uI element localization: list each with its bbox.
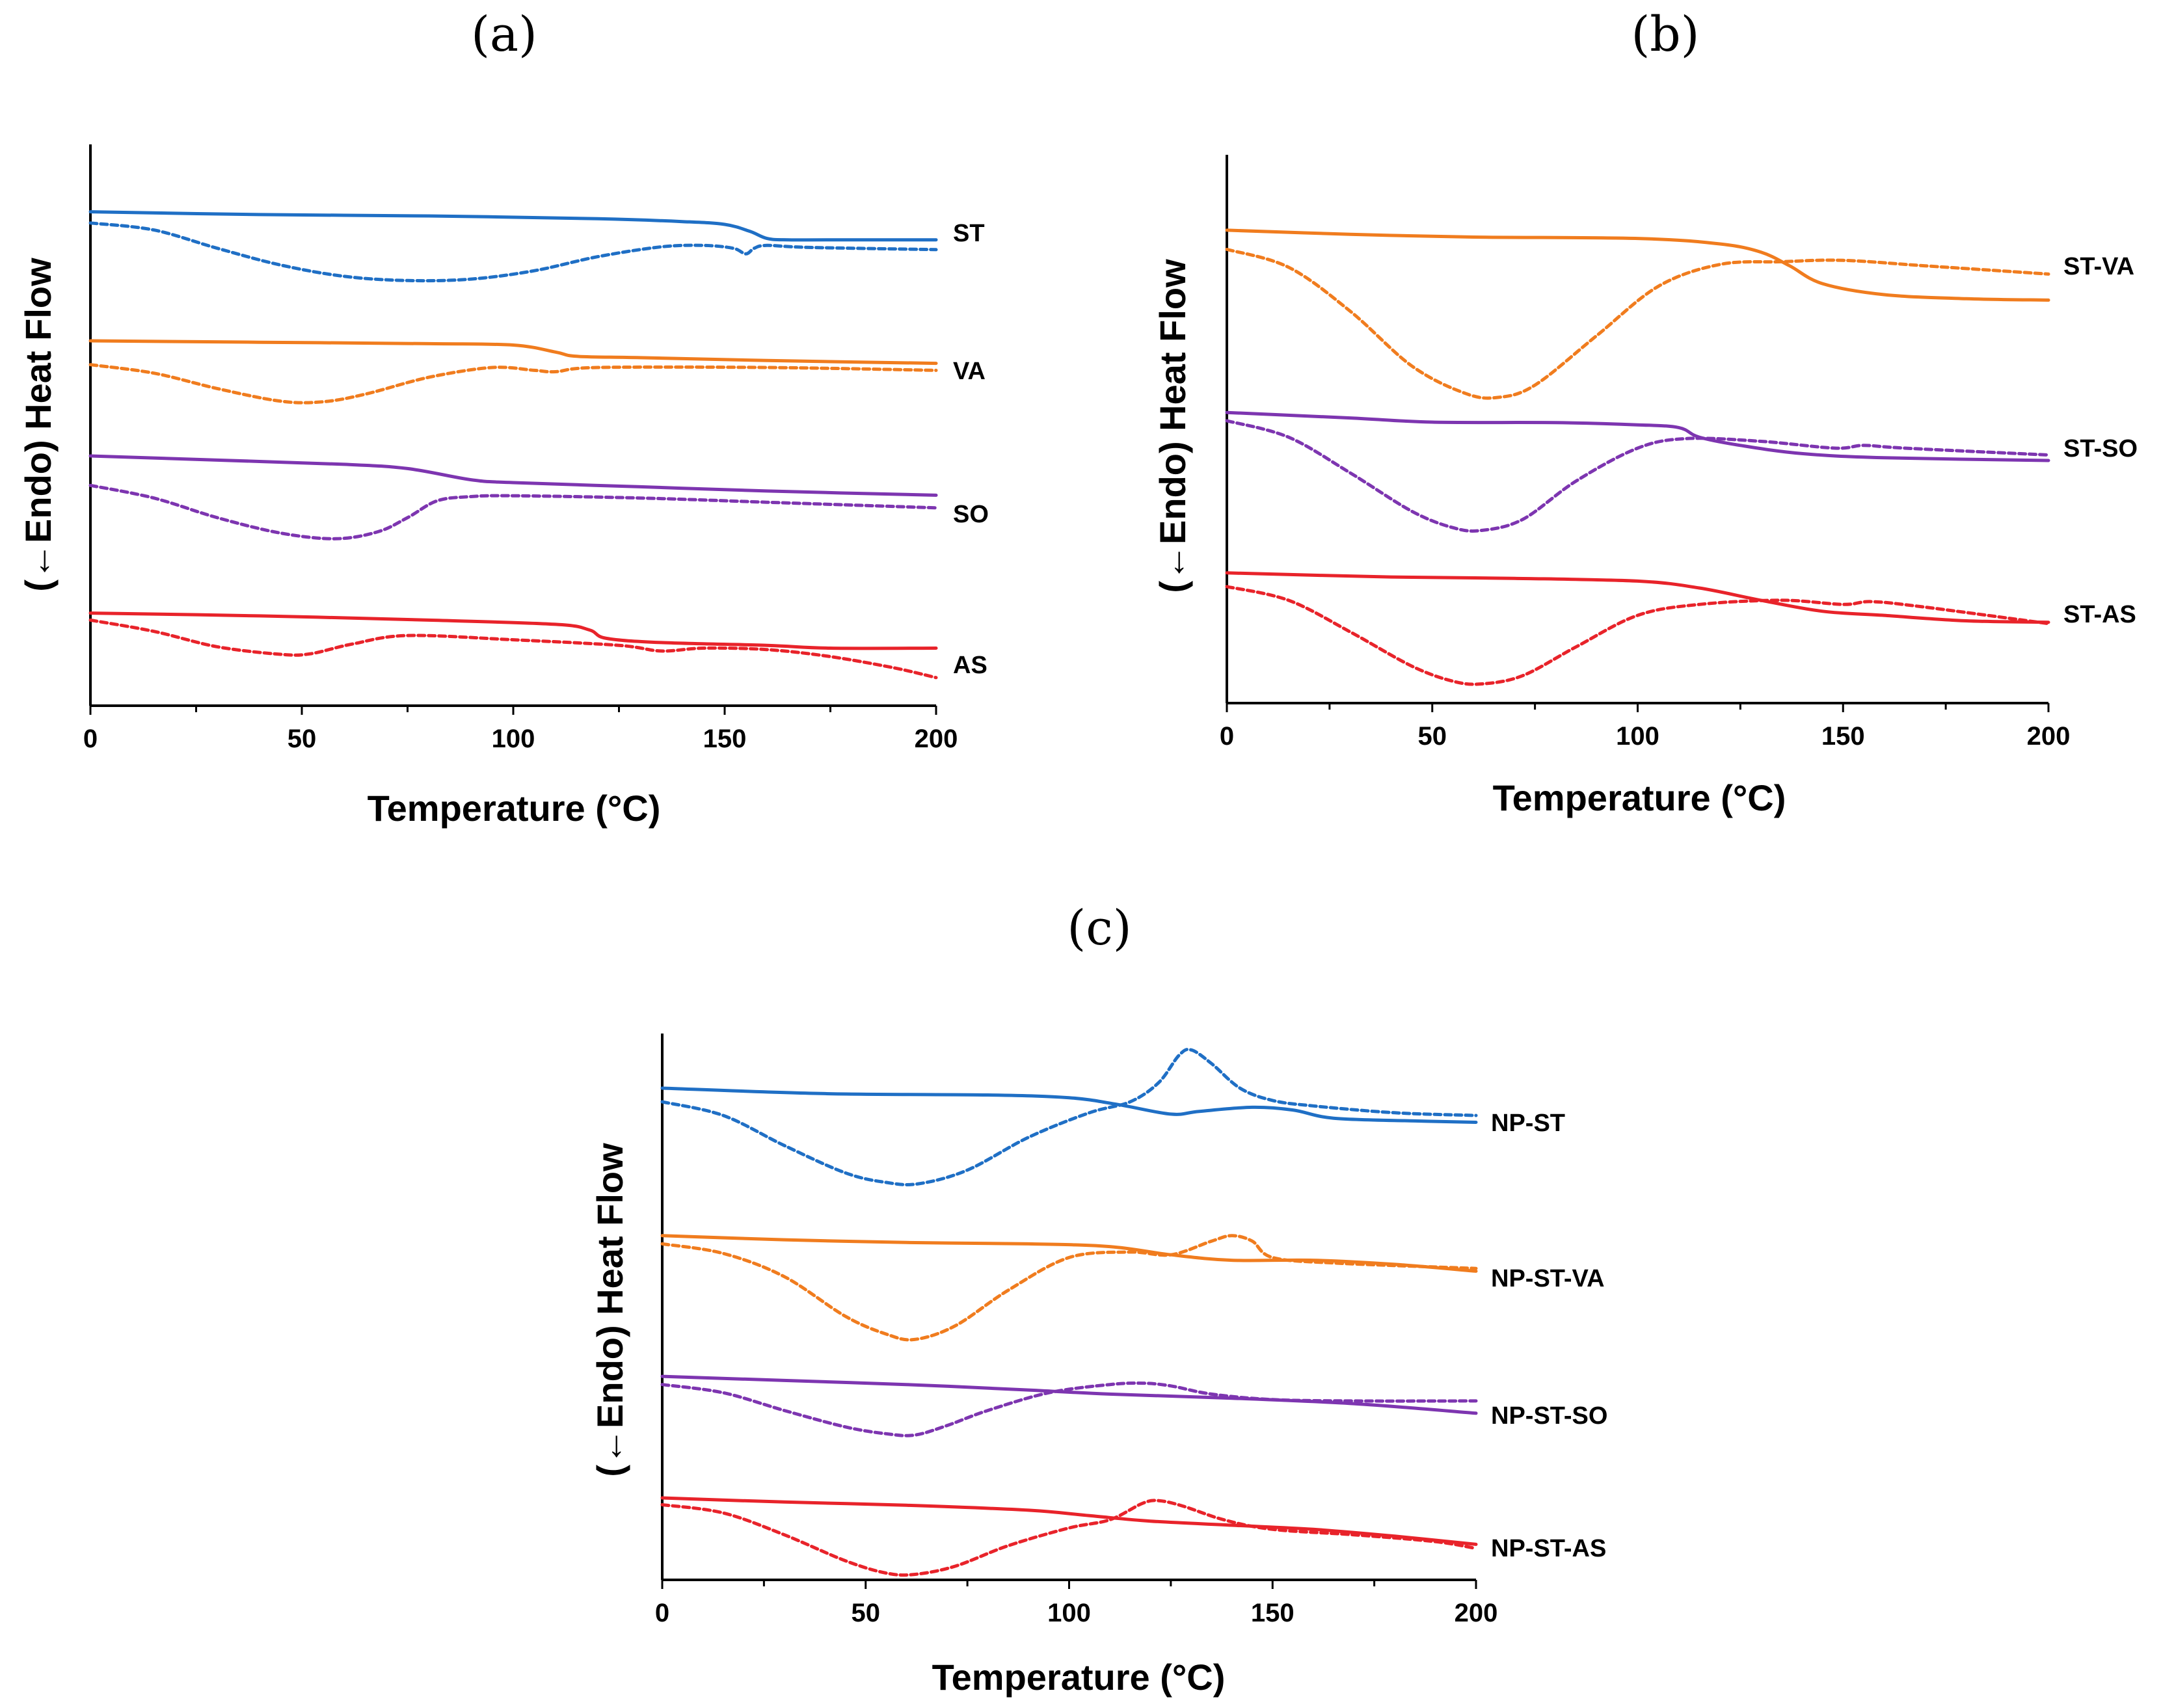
y-axis-title-a: (←Endo) Heat Flow <box>18 258 59 592</box>
x-ticks-b <box>1226 703 2050 712</box>
x-tick-label: 0 <box>1220 722 1234 751</box>
curve-st-as-solid <box>1225 571 2050 624</box>
curves-b <box>1225 228 2050 686</box>
curve-st-solid <box>88 210 938 242</box>
x-tick-label: 50 <box>1418 722 1447 751</box>
curve-as-solid <box>88 611 938 650</box>
series-labels-b: ST-VA ST-SO ST-AS <box>2063 253 2138 628</box>
panel-a-label: (a) <box>471 7 537 62</box>
curves-c <box>660 1047 1478 1577</box>
series-label-st-va: ST-VA <box>2063 253 2134 280</box>
curve-np-st-as-solid <box>660 1496 1478 1546</box>
series-label-np-st-as: NP-ST-AS <box>1491 1535 1606 1562</box>
x-tick-label: 50 <box>288 725 317 753</box>
x-tick-label: 200 <box>2027 722 2071 751</box>
x-axis-title-c: Temperature (°C) <box>932 1657 1226 1698</box>
curve-np-st-solid <box>660 1086 1478 1124</box>
x-tick-label: 0 <box>83 725 98 753</box>
curve-st-so-dashed <box>1225 419 2050 533</box>
panel-c-label: (c) <box>1067 900 1131 956</box>
panel-c: (c) 0 50 100 150 200 NP-ST NP-ST-VA NP-S… <box>589 900 1607 1698</box>
curve-np-st-va-dashed <box>660 1234 1478 1342</box>
curve-st-as-dashed <box>1225 585 2050 686</box>
curve-np-st-so-dashed <box>660 1381 1478 1437</box>
series-label-np-st-va: NP-ST-VA <box>1491 1265 1605 1292</box>
series-label-as: AS <box>953 652 987 679</box>
x-axis-title-b: Temperature (°C) <box>1493 777 1786 818</box>
curve-np-st-as-dashed <box>660 1499 1478 1577</box>
curve-st-va-solid <box>1225 228 2050 302</box>
x-tick-label: 50 <box>852 1599 881 1627</box>
curve-as-dashed <box>88 618 938 680</box>
panel-b: (b) 0 50 100 150 200 ST-VA ST-SO ST-AS T… <box>1152 7 2138 818</box>
series-labels-c: NP-ST NP-ST-VA NP-ST-SO NP-ST-AS <box>1491 1110 1607 1562</box>
x-ticks-c <box>661 1580 1477 1589</box>
series-label-va: VA <box>953 358 986 385</box>
plot-area-b: 0 50 100 150 200 ST-VA ST-SO ST-AS <box>1220 155 2138 751</box>
x-tick-label: 200 <box>915 725 958 753</box>
x-tick-label: 200 <box>1455 1599 1498 1627</box>
x-tick-label: 150 <box>703 725 747 753</box>
series-label-np-st-so: NP-ST-SO <box>1491 1402 1607 1430</box>
x-tick-label: 150 <box>1251 1599 1295 1627</box>
series-label-st-so: ST-SO <box>2063 435 2138 462</box>
x-tick-labels-b: 0 50 100 150 200 <box>1220 722 2071 751</box>
plot-area-a: 0 50 100 150 200 ST VA SO AS <box>83 144 989 753</box>
x-tick-label: 100 <box>492 725 535 753</box>
x-tick-label: 100 <box>1616 722 1659 751</box>
curve-so-dashed <box>88 483 938 540</box>
curve-va-solid <box>88 339 938 366</box>
curve-so-solid <box>88 454 938 497</box>
curve-st-va-dashed <box>1225 247 2050 400</box>
curve-st-so-solid <box>1225 410 2050 462</box>
x-tick-labels-c: 0 50 100 150 200 <box>655 1599 1498 1627</box>
curves-a <box>88 210 938 680</box>
x-tick-label: 150 <box>1821 722 1865 751</box>
y-axis-title-c: (←Endo) Heat Flow <box>589 1143 630 1477</box>
y-axis-title-b: (←Endo) Heat Flow <box>1152 259 1193 593</box>
curve-np-st-va-solid <box>660 1234 1478 1273</box>
series-label-st-as: ST-AS <box>2063 601 2136 628</box>
curve-st-dashed <box>88 221 938 283</box>
x-tick-label: 100 <box>1047 1599 1091 1627</box>
curve-np-st-dashed <box>660 1047 1478 1186</box>
series-label-st: ST <box>953 220 985 247</box>
series-label-so: SO <box>953 501 989 528</box>
series-labels-a: ST VA SO AS <box>953 220 989 679</box>
x-tick-label: 0 <box>655 1599 669 1627</box>
curve-va-dashed <box>88 363 938 405</box>
x-ticks-a <box>89 706 937 715</box>
curve-np-st-so-solid <box>660 1374 1478 1415</box>
x-tick-labels-a: 0 50 100 150 200 <box>83 725 958 753</box>
panel-b-label: (b) <box>1631 7 1699 62</box>
series-label-np-st: NP-ST <box>1491 1110 1565 1137</box>
panel-a: (a) 0 50 100 150 200 ST VA SO AS Tempera… <box>18 7 989 829</box>
x-axis-title-a: Temperature (°C) <box>368 788 661 829</box>
plot-area-c: 0 50 100 150 200 NP-ST NP-ST-VA NP-ST-SO… <box>655 1034 1607 1627</box>
